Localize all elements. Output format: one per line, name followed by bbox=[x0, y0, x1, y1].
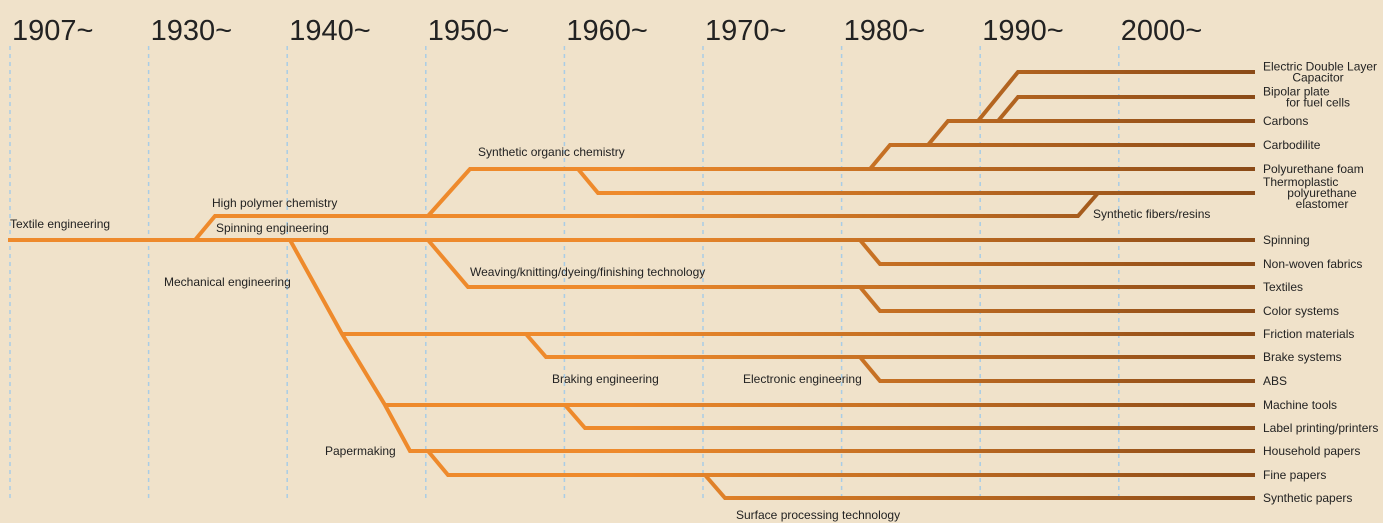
branch-line bbox=[858, 355, 1255, 383]
outcome-label: Fine papers bbox=[1263, 468, 1326, 482]
outcome-label: Friction materials bbox=[1263, 327, 1354, 341]
outcome-label: elastomer bbox=[1296, 197, 1349, 211]
era-label: 1950~ bbox=[428, 15, 509, 47]
outcome-label: Polyurethane foam bbox=[1263, 162, 1364, 176]
outcome-label: Carbodilite bbox=[1263, 138, 1321, 152]
outcome-label: Carbons bbox=[1263, 114, 1308, 128]
era-label: 1907~ bbox=[12, 15, 93, 47]
outcome-label: Label printing/printers bbox=[1263, 421, 1378, 435]
era-label: 1930~ bbox=[151, 15, 232, 47]
branch-line bbox=[868, 143, 1255, 171]
outcome-label: ABS bbox=[1263, 374, 1287, 388]
era-label: 1980~ bbox=[844, 15, 925, 47]
branch-label: Braking engineering bbox=[552, 372, 659, 386]
branch-line bbox=[703, 473, 1255, 500]
outcome-label: Brake systems bbox=[1263, 350, 1342, 364]
era-labels: 1907~ 1930~ 1940~ 1950~ 1960~ 1970~ 1980~ 1990~… bbox=[12, 15, 1202, 47]
branch-label: Weaving/knitting/dyeing/finishing techno… bbox=[470, 265, 705, 279]
outcome-label: for fuel cells bbox=[1286, 96, 1350, 110]
outcome-label: polyurethane bbox=[1287, 186, 1357, 200]
outcome-label: Electric Double Layer bbox=[1263, 60, 1377, 74]
branch-line bbox=[426, 238, 1255, 289]
outcome-label: Machine tools bbox=[1263, 398, 1337, 412]
branch-line bbox=[858, 285, 1255, 313]
era-label: 2000~ bbox=[1121, 15, 1202, 47]
era-label: 1990~ bbox=[982, 15, 1063, 47]
branch-line bbox=[996, 95, 1255, 123]
branch-label: Synthetic fibers/resins bbox=[1093, 207, 1210, 221]
branch-label: High polymer chemistry bbox=[212, 196, 337, 210]
outcome-label: Bipolar plate bbox=[1263, 85, 1330, 99]
branch-line bbox=[576, 167, 1255, 195]
outcome-label: Non-woven fabrics bbox=[1263, 257, 1362, 271]
era-dividers bbox=[9, 46, 1120, 500]
branch-line bbox=[858, 238, 1255, 266]
branch-label: Electronic engineering bbox=[743, 372, 862, 386]
era-label: 1940~ bbox=[289, 15, 370, 47]
outcome-label: Household papers bbox=[1263, 444, 1360, 458]
outcome-label: Color systems bbox=[1263, 304, 1339, 318]
branch-label: Synthetic organic chemistry bbox=[478, 145, 625, 159]
branch-line bbox=[563, 403, 1255, 430]
branch-label: Mechanical engineering bbox=[164, 275, 291, 289]
branch-line bbox=[976, 70, 1255, 123]
era-label: 1970~ bbox=[705, 15, 786, 47]
branch-line bbox=[926, 119, 1255, 147]
era-label: 1960~ bbox=[566, 15, 647, 47]
branch-label: Surface processing technology bbox=[736, 508, 900, 522]
outcome-label: Thermoplastic bbox=[1263, 175, 1338, 189]
branch-line bbox=[426, 167, 1255, 218]
outcome-label: Spinning bbox=[1263, 233, 1310, 247]
branch-label: Spinning engineering bbox=[216, 221, 329, 235]
branch-line bbox=[193, 191, 1100, 242]
branch-label: Papermaking bbox=[325, 444, 396, 458]
branch-label: Textile engineering bbox=[10, 217, 110, 231]
branch-line bbox=[524, 332, 1255, 359]
branches bbox=[8, 70, 1255, 500]
outcome-label: Capacitor bbox=[1292, 71, 1343, 85]
outcome-label: Synthetic papers bbox=[1263, 491, 1352, 505]
branch-line bbox=[426, 449, 1255, 477]
outcome-label: Textiles bbox=[1263, 280, 1303, 294]
